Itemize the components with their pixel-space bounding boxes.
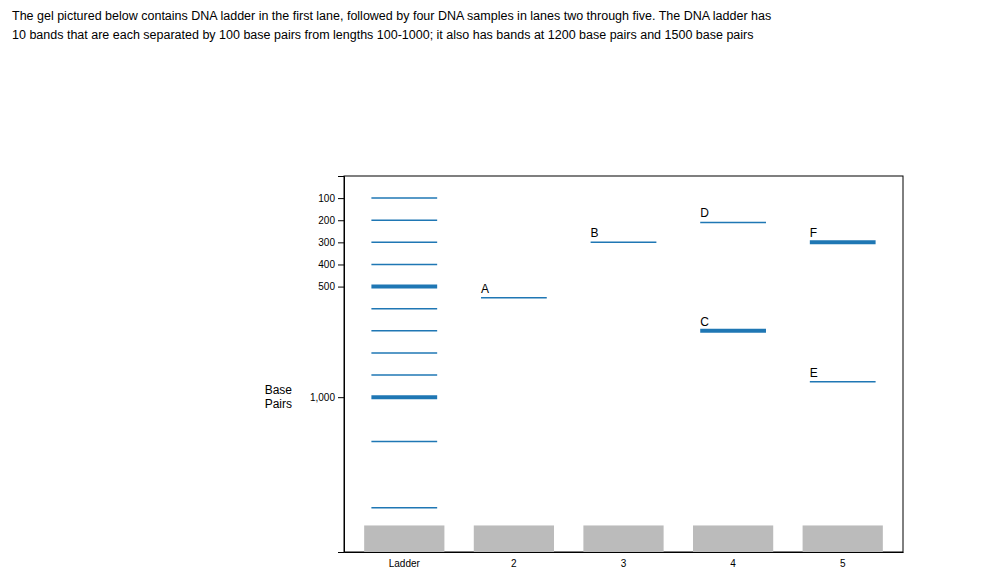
x-axis: Ladder 2 3 4 5 [345,552,904,569]
y-tick-label: 200 [318,215,335,226]
band [591,242,657,244]
band [481,297,547,299]
band [371,285,437,289]
band [371,374,437,376]
band [700,329,766,333]
band [371,395,437,399]
band-label: D [700,206,709,220]
chart: The gel pictured below contains DNA ladd… [0,0,998,587]
band [371,219,437,221]
x-axis-line [345,552,904,553]
lane-label: 4 [730,558,736,569]
y-tick-label: 300 [318,237,335,248]
y-tick-label: 500 [318,281,335,292]
y-axis-line [338,177,345,553]
x-tick: 4 [730,552,736,569]
band-label: F [810,226,817,240]
x-tick: 5 [840,552,846,569]
subtitle: 10 bands that are each separated by 100 … [12,28,753,42]
band-label: C [700,315,709,329]
y-tick-label: 400 [318,259,335,270]
well [803,525,883,552]
lane-label: 2 [511,558,517,569]
plot: A B C D E F 1,000 500 400 300 200 100 Ladder 2 3 4 5 Base… [265,176,904,569]
y-tick: 1,000 [310,392,344,403]
y-tick-mark [338,220,344,221]
well [693,525,773,552]
band [810,381,876,383]
marks [364,198,883,552]
band-label: E [810,366,818,380]
y-tick-mark [338,397,344,398]
y-tick-label: 1,000 [310,392,335,403]
y-tick-mark [338,264,344,265]
y-axis: 1,000 500 400 300 200 100 [310,177,345,553]
band [371,507,437,509]
band [371,264,437,266]
header: The gel pictured below contains DNA ladd… [12,9,771,42]
lane-label: 5 [840,558,846,569]
x-tick: Ladder [389,552,421,569]
band [371,242,437,244]
y-tick-label: 100 [318,193,335,204]
wells [364,525,883,552]
band-label: B [591,226,599,240]
band [700,222,766,224]
y-tick: 400 [318,259,344,270]
band-labels: A B C D E F [481,206,818,379]
well [474,525,554,552]
band [371,330,437,332]
title: The gel pictured below contains DNA ladd… [12,9,771,23]
y-tick: 200 [318,215,344,226]
well [583,525,663,552]
band [810,240,876,244]
y-tick: 500 [318,281,344,292]
band-label: A [481,282,489,296]
well [364,525,444,552]
band [371,352,437,354]
y-tick: 300 [318,237,344,248]
y-tick-mark [338,287,344,288]
x-tick: 3 [621,552,627,569]
y-tick-mark [338,198,344,199]
lane-label: Ladder [389,558,421,569]
x-tick: 2 [511,552,517,569]
y-axis-label: BasePairs [265,383,293,411]
y-tick: 100 [318,193,344,204]
band [371,441,437,443]
band [371,197,437,199]
plot-frame [344,176,903,552]
bands [371,198,875,508]
lane-label: 3 [621,558,627,569]
y-tick-mark [338,242,344,243]
band [371,308,437,310]
